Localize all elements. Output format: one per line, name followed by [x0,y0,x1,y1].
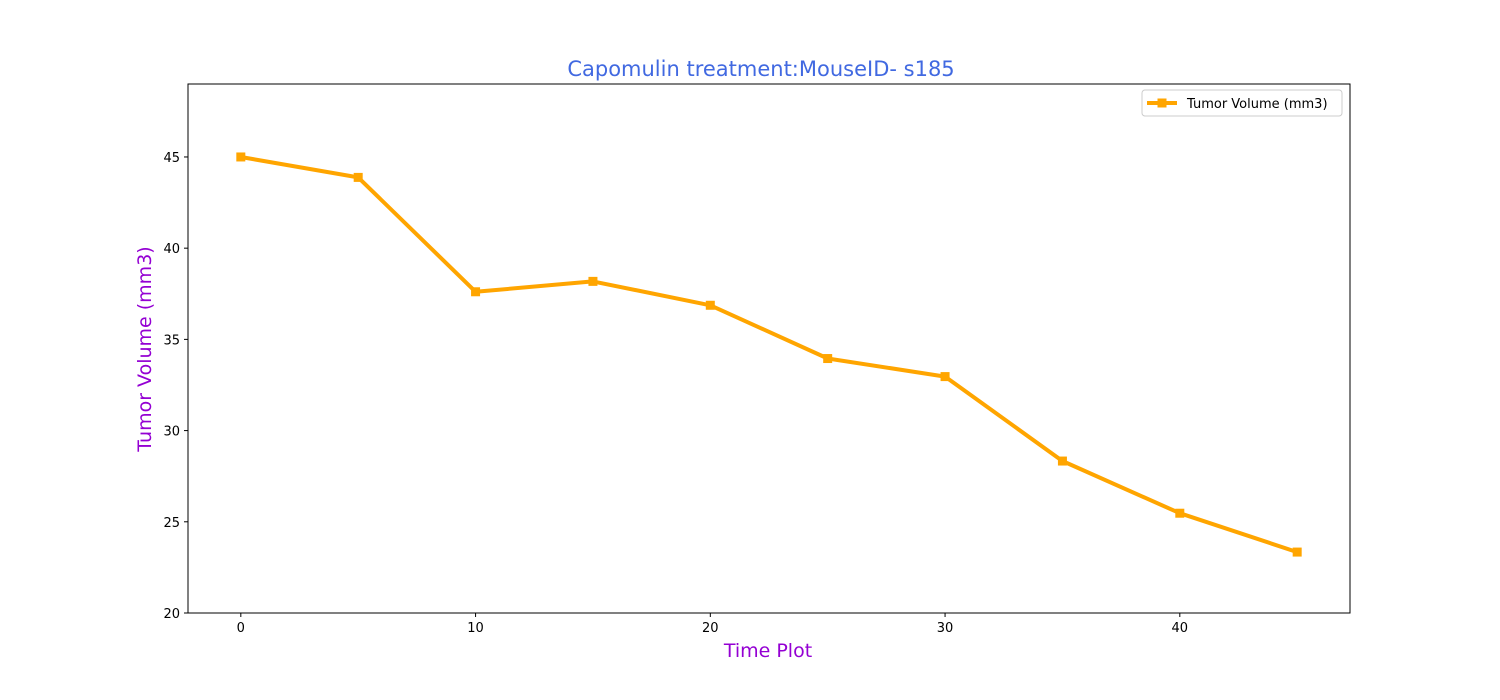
y-axis-label: Tumor Volume (mm3) [134,246,156,452]
x-tick-label: 40 [1172,621,1189,636]
data-point-marker [1292,547,1302,557]
y-tick-label: 30 [163,425,180,440]
data-point-marker [588,276,598,286]
y-tick-label: 20 [163,607,180,622]
x-tick-label: 30 [937,621,954,636]
chart-title: Capomulin treatment:MouseID- s185 [567,57,954,81]
legend-label: Tumor Volume (mm3) [1186,97,1328,112]
x-axis-label: Time Plot [723,640,812,662]
y-tick-label: 45 [163,151,180,166]
plot-area: 0 10 20 30 40 20 25 30 35 40 45 Tumor Volume (mm3) [163,83,1351,636]
data-point-marker [705,300,715,310]
legend-marker-swatch [1157,98,1167,108]
data-point-marker [1175,508,1185,518]
series-line [238,155,1300,555]
y-tick-label: 40 [163,242,180,257]
y-tick-label: 25 [163,516,180,531]
data-point-marker [1057,456,1067,466]
data-point-marker [471,287,481,297]
x-tick-label: 10 [467,621,484,636]
x-tick-label: 0 [237,621,245,636]
data-point-marker [353,172,363,182]
y-tick-label: 35 [163,333,180,348]
plot-frame [187,83,1351,614]
x-tick-label: 20 [702,621,719,636]
data-point-marker [823,354,833,364]
legend-box [1141,89,1343,117]
data-point-marker [940,372,950,382]
data-point-marker [236,152,246,162]
